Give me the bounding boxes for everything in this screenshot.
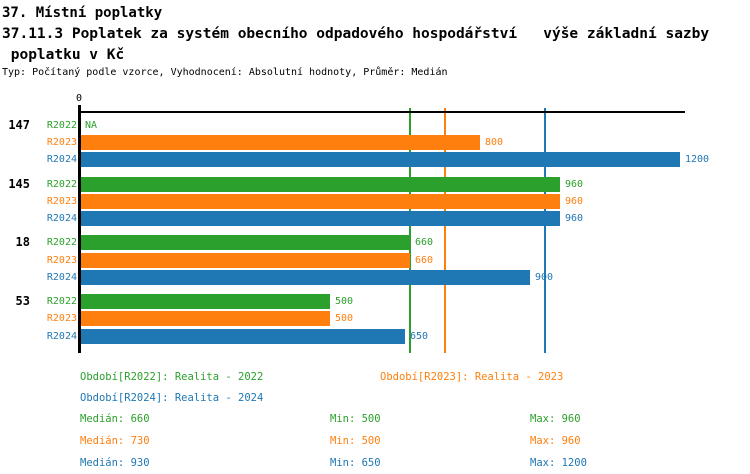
y-axis-line (78, 105, 81, 353)
chart-subtitle: 37.11.3 Poplatek za systém obecního odpa… (2, 26, 710, 42)
stat-min-r2024: Min: 650 (330, 457, 381, 469)
group-label-53: 53 (15, 294, 30, 309)
x-axis-line (80, 111, 685, 113)
legend-item-r2024: Období[R2024]: Realita - 2024 (80, 392, 264, 404)
bar-value-label-53-r2023: 500 (335, 313, 354, 325)
row-label-18-r2023: R2023 (46, 254, 77, 266)
bar-value-label-145-r2022: 960 (565, 178, 584, 190)
bar-145-r2022 (80, 176, 560, 192)
stat-max-r2022: Max: 960 (530, 413, 581, 425)
bar-value-label-147-r2024: 1200 (685, 154, 710, 166)
bar-18-r2023 (80, 252, 410, 268)
group-label-145: 145 (8, 176, 30, 191)
stat-max-r2024: Max: 1200 (530, 457, 587, 469)
bar-145-r2024 (80, 211, 560, 227)
chart-subtitle-2: poplatku v Kč (2, 47, 125, 63)
axis-origin-label: 0 (76, 93, 83, 104)
bar-53-r2023 (80, 311, 330, 327)
bar-147-r2024 (80, 152, 680, 168)
bar-147-r2023 (80, 135, 480, 151)
legend-item-r2023: Období[R2023]: Realita - 2023 (380, 371, 564, 383)
row-label-18-r2024: R2024 (46, 271, 77, 283)
bar-value-label-18-r2022: 660 (415, 237, 434, 249)
bar-value-label-147-r2023: 800 (485, 137, 504, 149)
stat-min-r2023: Min: 500 (330, 435, 381, 447)
row-label-147-r2023: R2023 (46, 137, 77, 149)
row-label-53-r2024: R2024 (46, 330, 77, 342)
bar-value-label-145-r2024: 960 (565, 213, 584, 225)
stat-median-r2022: Medián: 660 (80, 413, 150, 425)
row-label-145-r2023: R2023 (46, 195, 77, 207)
row-label-145-r2024: R2024 (46, 213, 77, 225)
bar-value-label-53-r2022: 500 (335, 296, 354, 308)
median-line-r2023 (444, 108, 446, 353)
stat-median-r2024: Medián: 930 (80, 457, 150, 469)
median-line-r2024 (544, 108, 546, 353)
row-label-18-r2022: R2022 (46, 237, 77, 249)
bar-53-r2024 (80, 328, 405, 344)
bar-value-label-53-r2024: 650 (410, 330, 429, 342)
stat-max-r2023: Max: 960 (530, 435, 581, 447)
row-label-147-r2022: R2022 (46, 120, 77, 131)
stat-min-r2022: Min: 500 (330, 413, 381, 425)
bar-18-r2022 (80, 235, 410, 251)
bar-na-label-147-r2022: NA (85, 120, 98, 131)
chart-meta-line: Typ: Počítaný podle vzorce, Vyhodnocení:… (2, 67, 448, 78)
page-title: 37. Místní poplatky (2, 5, 163, 21)
group-label-147: 147 (8, 118, 30, 132)
bar-value-label-145-r2023: 960 (565, 195, 584, 207)
bar-145-r2023 (80, 193, 560, 209)
row-label-145-r2022: R2022 (46, 178, 77, 190)
bar-value-label-18-r2023: 660 (415, 254, 434, 266)
bar-value-label-18-r2024: 900 (535, 271, 554, 283)
row-label-147-r2024: R2024 (46, 154, 77, 166)
row-label-53-r2022: R2022 (46, 296, 77, 308)
group-label-18: 18 (15, 235, 30, 250)
bar-53-r2022 (80, 294, 330, 310)
bar-18-r2024 (80, 269, 530, 285)
legend-item-r2022: Období[R2022]: Realita - 2022 (80, 371, 264, 383)
median-line-r2022 (409, 108, 411, 353)
stat-median-r2023: Medián: 730 (80, 435, 150, 447)
row-label-53-r2023: R2023 (46, 313, 77, 325)
